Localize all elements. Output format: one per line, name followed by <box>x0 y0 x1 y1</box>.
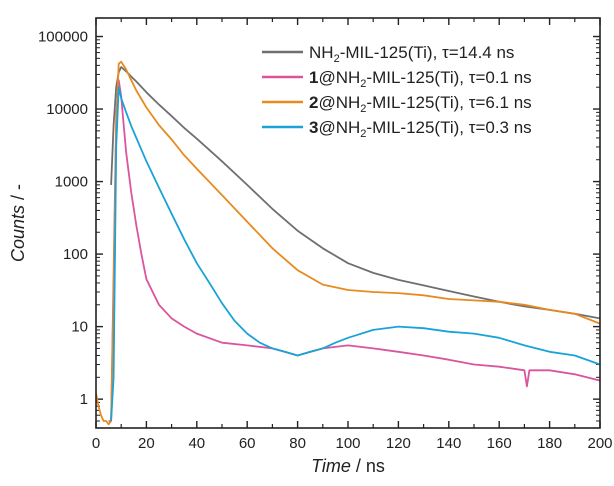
x-tick-label: 20 <box>138 435 155 452</box>
x-tick-label: 160 <box>487 435 512 452</box>
x-tick-label: 100 <box>335 435 360 452</box>
y-tick-label: 10 <box>71 319 88 336</box>
x-tick-label: 0 <box>92 435 100 452</box>
legend: NH2-MIL-125(Ti), τ=14.4 ns 1@NH2-MIL-125(… <box>262 43 532 140</box>
legend-label-2: 1@NH2-MIL-125(Ti), τ=0.1 ns <box>309 68 532 90</box>
x-tick-label: 200 <box>587 435 612 452</box>
y-tick-label: 10000 <box>46 101 88 118</box>
legend-label-3: 2@NH2-MIL-125(Ti), τ=6.1 ns <box>309 93 532 115</box>
series-line-3 <box>96 60 600 426</box>
x-tick-label: 180 <box>537 435 562 452</box>
x-tick-label: 60 <box>239 435 256 452</box>
x-tick-label: 120 <box>386 435 411 452</box>
x-tick-labels: 0 20 40 60 80 100 120 140 160 180 200 <box>92 435 613 452</box>
y-tick-label: 1000 <box>55 174 88 191</box>
series-line-2 <box>108 79 600 422</box>
plot-frame <box>95 17 601 429</box>
series-line-4 <box>110 86 600 422</box>
series-line-1 <box>110 66 600 320</box>
y-tick-labels: 1 10 100 1000 10000 100000 <box>38 29 88 409</box>
y-tick-label: 100000 <box>38 29 88 46</box>
x-tick-label: 80 <box>289 435 306 452</box>
x-axis-title: Time / ns <box>311 456 385 476</box>
y-tick-label: 1 <box>80 391 88 408</box>
legend-label-1: NH2-MIL-125(Ti), τ=14.4 ns <box>309 43 514 65</box>
legend-label-4: 3@NH2-MIL-125(Ti), τ=0.3 ns <box>309 118 532 140</box>
y-tick-label: 100 <box>63 246 88 263</box>
x-tick-label: 40 <box>188 435 205 452</box>
series-lines <box>96 60 600 426</box>
y-axis-title: Counts / - <box>8 184 28 262</box>
x-tick-label: 140 <box>436 435 461 452</box>
